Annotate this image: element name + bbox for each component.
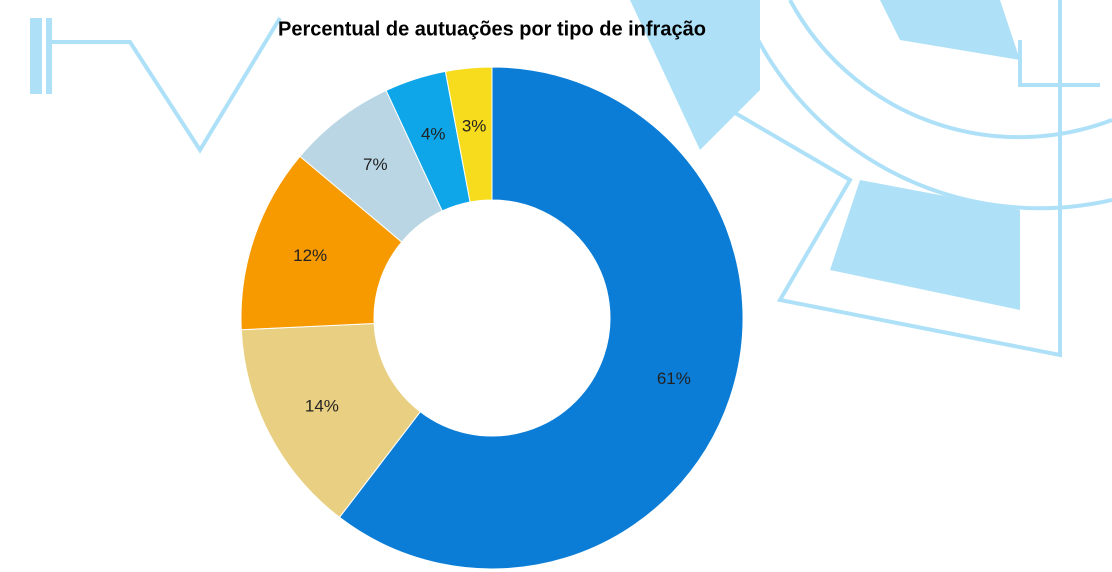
deco-bar [46,18,52,94]
deco-shape [630,0,760,150]
data-label: 3% [462,116,487,135]
deco-line [1018,40,1100,87]
data-label: 61% [657,369,691,388]
data-label: 7% [363,155,388,174]
chart-title: Percentual de autuações por tipo de infr… [278,18,706,40]
slice [338,66,744,570]
deco-arc [738,0,1112,211]
deco-shape [830,180,1020,310]
deco-bar [30,18,42,94]
deco-line [52,16,282,154]
deco-shape [880,0,1020,60]
background-decoration [30,0,1112,358]
deco-line [728,0,1062,358]
data-label: 14% [305,397,339,416]
slice [240,322,421,519]
data-label: 12% [293,246,327,265]
slice [444,66,493,203]
data-label: 4% [421,125,446,144]
slice [240,155,403,331]
